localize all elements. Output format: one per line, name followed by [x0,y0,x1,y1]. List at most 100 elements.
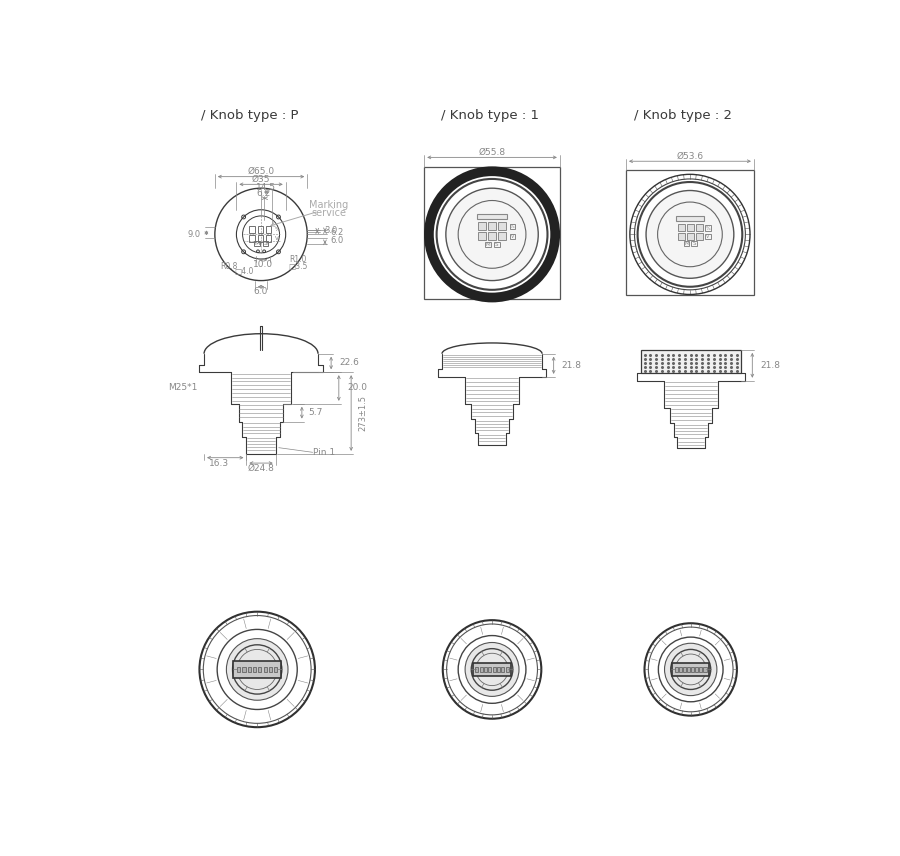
Bar [626,170,754,295]
Bar [248,667,251,672]
Bar [254,241,259,246]
Circle shape [664,643,717,696]
Text: 16.3: 16.3 [210,459,230,467]
Bar [489,667,491,672]
Text: 273±1.5: 273±1.5 [358,395,367,431]
Bar [687,233,694,240]
Bar [478,222,486,229]
Bar [485,242,491,247]
Bar [509,223,515,229]
Bar [687,667,690,672]
Bar [263,241,268,246]
Text: S: S [264,241,267,247]
Text: S: S [495,242,499,247]
Bar [492,667,496,672]
Bar [249,235,255,241]
Text: □4.0: □4.0 [234,267,254,276]
Bar [678,233,685,240]
Text: 20.0: 20.0 [347,383,367,392]
Text: 6.2: 6.2 [256,189,271,198]
Text: Marking: Marking [310,200,348,210]
Bar [499,232,506,240]
Text: 5.7: 5.7 [308,407,322,417]
Bar [672,663,709,676]
Bar [506,667,508,672]
Text: Ø65.0: Ø65.0 [248,167,274,175]
Bar [264,667,266,672]
Text: 6.2: 6.2 [330,228,344,236]
Text: 6.0: 6.0 [254,287,268,296]
Text: %: % [274,228,280,232]
Bar [257,226,263,233]
Bar [274,667,277,672]
Bar [696,233,703,240]
Bar [493,242,500,247]
Text: / Knob type : 1: / Knob type : 1 [441,109,539,122]
Bar [266,226,272,233]
Text: V: V [511,235,514,239]
Bar [424,167,560,299]
Bar [249,226,255,233]
Bar [696,667,698,672]
Text: Ø35: Ø35 [252,175,270,184]
Bar [501,667,504,672]
Bar [472,663,511,676]
Text: 14.5: 14.5 [256,183,276,192]
Text: 21.8: 21.8 [562,360,581,370]
Text: %: % [706,226,710,231]
Bar [691,241,697,246]
Bar [488,232,496,240]
Bar [477,214,508,219]
Bar [488,222,496,229]
Bar [706,234,711,239]
Bar [253,667,256,672]
Text: / Knob type : P: / Knob type : P [201,109,298,122]
Text: 21.8: 21.8 [760,360,780,370]
Text: Ø24.8: Ø24.8 [248,464,274,473]
Bar [269,667,272,672]
Bar [675,667,678,672]
Bar [691,667,694,672]
Bar [679,667,682,672]
Bar [233,661,281,678]
Text: 22.6: 22.6 [339,359,359,367]
Text: V: V [706,235,710,239]
Circle shape [227,639,288,700]
Text: Ø55.8: Ø55.8 [479,147,506,157]
Bar [480,667,482,672]
Text: 9.0: 9.0 [188,230,201,239]
Bar [706,225,711,230]
Bar [484,667,487,672]
Bar [699,667,702,672]
Text: S: S [692,241,696,247]
Bar [475,667,479,672]
Text: M: M [254,241,259,247]
Bar [696,223,703,230]
Text: R0.8: R0.8 [220,262,238,271]
Bar [641,350,741,373]
Bar [509,234,515,239]
Text: V: V [275,235,279,241]
Circle shape [446,188,538,281]
Text: M: M [486,242,491,247]
Text: %: % [510,224,515,229]
Bar [497,667,500,672]
Text: Ø53.6: Ø53.6 [677,152,704,160]
Bar [258,667,261,672]
Bar [266,235,272,241]
Bar [257,235,263,241]
Text: 6.0: 6.0 [330,236,344,245]
Text: service: service [311,208,346,217]
Text: / Knob type : 2: / Knob type : 2 [634,109,732,122]
Text: M: M [684,241,688,247]
Text: Pin 1: Pin 1 [313,448,336,457]
Bar [499,222,506,229]
Bar [687,223,694,230]
Bar [683,667,686,672]
Circle shape [646,191,733,278]
Text: M25*1: M25*1 [167,383,197,392]
Bar [238,667,240,672]
Bar [678,223,685,230]
Bar [676,216,704,221]
Bar [684,241,689,246]
